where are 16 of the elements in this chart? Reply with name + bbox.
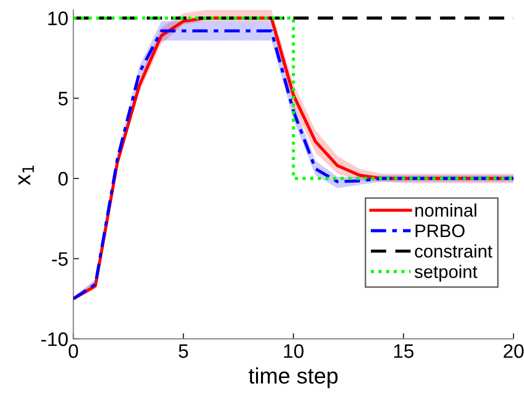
x-tick-label: 10: [284, 344, 304, 358]
y-tick-label: 0: [58, 172, 68, 186]
y-tick-label: -5: [52, 252, 68, 266]
y-axis-title: x$_{1}$: [18, 166, 34, 186]
legend-label: nominal: [415, 203, 476, 217]
legend-label: PRBO: [416, 224, 465, 238]
x-tick-label: 5: [178, 344, 188, 358]
legend-label: setpoint: [414, 264, 478, 282]
legend-label: constraint: [414, 244, 492, 258]
y-tick-label: 10: [48, 12, 68, 26]
x-axis-title: time step: [248, 367, 338, 388]
y-tick-label: -10: [41, 332, 68, 346]
x-tick-label: 0: [68, 344, 78, 358]
y-tick-label: 5: [58, 92, 68, 106]
x-tick-label: 20: [504, 344, 524, 358]
x-tick-label: 15: [394, 344, 414, 358]
